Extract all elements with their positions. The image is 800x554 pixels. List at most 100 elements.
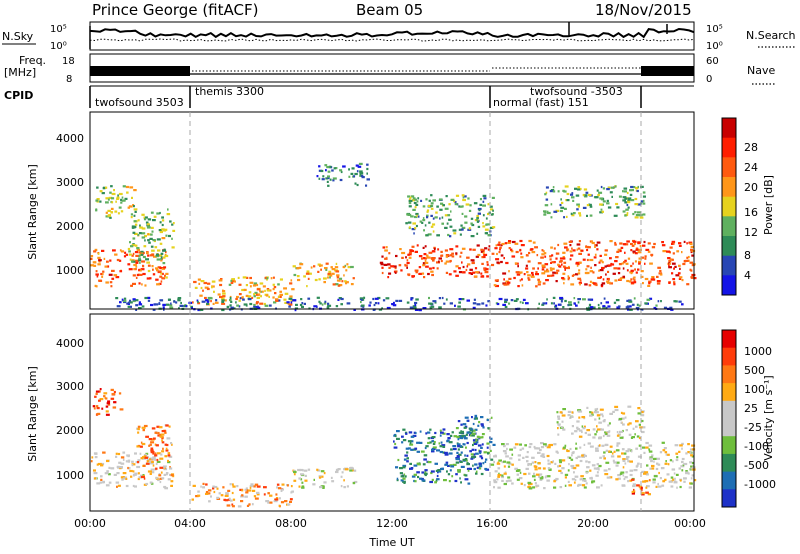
power-cell bbox=[537, 283, 541, 286]
power-cell bbox=[428, 296, 430, 300]
power-cell bbox=[90, 264, 95, 267]
velocity-cell bbox=[540, 442, 544, 445]
freq-band-twofsound-b bbox=[641, 66, 694, 76]
power-cell bbox=[426, 216, 429, 219]
velocity-cell bbox=[424, 471, 427, 474]
power-cell bbox=[235, 297, 238, 301]
power-cell bbox=[647, 242, 651, 245]
power-cell bbox=[306, 270, 310, 273]
velocity-cell bbox=[152, 456, 156, 459]
power-cell bbox=[673, 267, 675, 270]
power-cell bbox=[407, 195, 410, 198]
velocity-cell bbox=[490, 458, 494, 461]
power-cell bbox=[114, 210, 118, 213]
power-cell bbox=[222, 297, 225, 300]
power-cell bbox=[411, 245, 415, 248]
power-cell bbox=[154, 303, 159, 306]
power-cell bbox=[148, 241, 151, 244]
power-cell bbox=[90, 255, 94, 258]
station-title: Prince George (fitACF) bbox=[92, 1, 258, 19]
velocity-cell bbox=[269, 501, 273, 504]
velocity-cell bbox=[645, 473, 649, 476]
velocity-cell bbox=[635, 425, 638, 428]
power-cell bbox=[160, 257, 163, 261]
power-cell bbox=[599, 254, 602, 257]
velocity-cell bbox=[434, 481, 437, 484]
velocity-cell bbox=[133, 474, 135, 477]
power-cell bbox=[146, 223, 150, 226]
power-cell bbox=[549, 255, 552, 258]
velocity-cell bbox=[396, 477, 399, 480]
velocity-cell bbox=[578, 416, 581, 419]
velocity-cell bbox=[651, 454, 654, 457]
velocity-cell bbox=[581, 478, 583, 481]
power-cell bbox=[395, 254, 398, 258]
power-cell bbox=[614, 260, 618, 263]
velocity-cell bbox=[99, 481, 103, 484]
power-cell bbox=[482, 200, 485, 203]
velocity-cell bbox=[344, 468, 349, 471]
power-cell bbox=[239, 297, 242, 300]
power-cell bbox=[288, 297, 293, 300]
power-cell bbox=[96, 198, 100, 201]
power-cell bbox=[431, 250, 436, 253]
power-cell bbox=[98, 259, 102, 262]
power-cell bbox=[462, 271, 466, 274]
velocity-cell bbox=[665, 460, 667, 463]
velocity-cell bbox=[207, 489, 212, 492]
power-cell bbox=[634, 197, 638, 201]
power-cell bbox=[513, 276, 516, 280]
velocity-cell bbox=[621, 417, 625, 420]
power-cell bbox=[594, 245, 596, 248]
power-cell bbox=[449, 225, 453, 228]
power-cell bbox=[127, 247, 131, 251]
power-cell bbox=[563, 261, 567, 264]
power-cell bbox=[673, 300, 677, 303]
power-cell bbox=[485, 217, 488, 220]
power-cell bbox=[458, 205, 461, 208]
velocity-cell bbox=[509, 448, 513, 451]
velocity-cell bbox=[191, 498, 194, 501]
velocity-cell bbox=[605, 461, 610, 464]
velocity-cell bbox=[591, 464, 596, 467]
power-cbar-tick-20: 20 bbox=[744, 181, 758, 194]
power-cell bbox=[163, 266, 167, 269]
power-cell bbox=[339, 178, 343, 182]
power-cell bbox=[574, 187, 578, 190]
velocity-cell bbox=[531, 456, 535, 459]
velocity-cell bbox=[456, 454, 459, 458]
velocity-cell bbox=[490, 463, 495, 466]
velocity-cell bbox=[466, 467, 471, 470]
power-cell bbox=[141, 213, 145, 216]
velocity-cell bbox=[544, 444, 548, 447]
power-cell bbox=[408, 226, 411, 229]
velocity-cell bbox=[478, 436, 483, 439]
power-cell bbox=[299, 263, 304, 266]
velocity-cell bbox=[228, 497, 231, 500]
power-cell bbox=[584, 271, 589, 275]
power-cell bbox=[156, 212, 160, 215]
power-cell bbox=[430, 302, 433, 305]
power-cell bbox=[605, 306, 608, 310]
velocity-cell bbox=[638, 423, 641, 426]
power-cell bbox=[673, 283, 676, 286]
power-cell bbox=[541, 268, 545, 271]
power-cell bbox=[121, 199, 126, 202]
velocity-cell bbox=[127, 460, 130, 463]
power-cell bbox=[159, 299, 164, 302]
velocity-cell bbox=[507, 479, 512, 482]
power-cell bbox=[204, 286, 209, 289]
velocity-cell bbox=[119, 466, 123, 469]
power-cell bbox=[541, 272, 546, 275]
velocity-cell bbox=[651, 467, 655, 470]
power-cell bbox=[142, 265, 145, 268]
velocity-cell bbox=[163, 465, 167, 468]
velocity-cell bbox=[673, 481, 678, 484]
power-cell bbox=[273, 286, 277, 289]
velocity-cell bbox=[205, 483, 208, 486]
velocity-cell bbox=[598, 464, 602, 468]
velocity-cell bbox=[256, 485, 261, 488]
velocity-cell bbox=[575, 447, 578, 450]
velocity-cell bbox=[602, 420, 606, 423]
velocity-cell bbox=[396, 479, 399, 482]
